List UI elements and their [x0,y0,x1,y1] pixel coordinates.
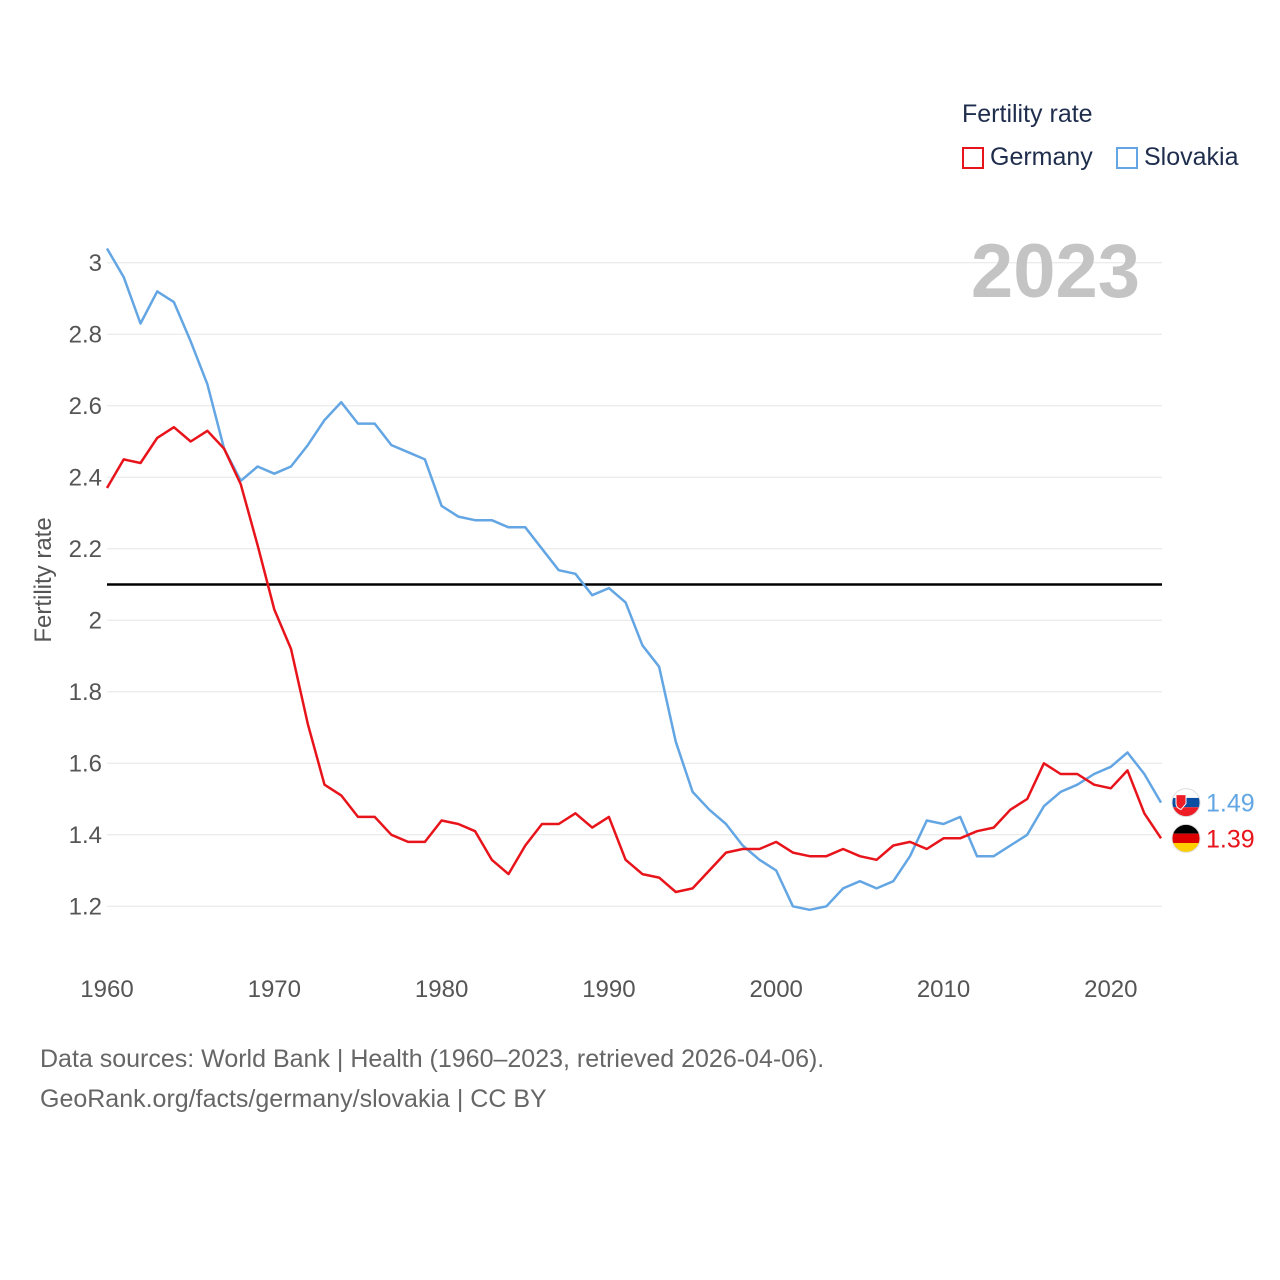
flag-icon-slovakia [1171,788,1201,818]
y-axis-label: Fertility rate [30,517,57,642]
legend-label-germany: Germany [990,143,1093,171]
y-tick-label: 2.2 [69,536,102,563]
y-tick-label: 1.4 [69,822,102,849]
x-tick-label: 2000 [750,976,803,1003]
x-tick-label: 1980 [415,976,468,1003]
y-axis-ticks: 1.2 1.4 1.6 1.8 2 2.2 2.4 2.6 2.8 3 [69,250,102,921]
source-link[interactable]: GeoRank.org/facts/germany/slovakia | CC … [40,1085,547,1113]
x-axis-ticks: 1960 1970 1980 1990 2000 2010 2020 [80,976,1137,1003]
series-line-slovakia [105,247,1163,912]
y-tick-label: 2 [89,607,102,634]
current-year-label: 2023 [970,229,1140,314]
y-tick-label: 2.6 [69,393,102,420]
end-markers: 1.39 1.49 [1171,788,1255,853]
legend-swatch-slovakia [1116,146,1138,169]
y-tick-label: 3 [89,250,102,277]
gridlines [107,262,1162,907]
end-value-label-slovakia: 1.49 [1206,790,1255,818]
legend-item-slovakia[interactable]: Slovakia [1116,143,1239,172]
y-tick-label: 2.4 [69,464,102,491]
x-tick-label: 1990 [582,976,635,1003]
x-tick-label: 2020 [1084,976,1137,1003]
y-tick-label: 1.6 [69,750,102,777]
source-line-1: Data sources: World Bank | Health (1960–… [40,1045,825,1073]
legend-item-germany[interactable]: Germany [962,143,1093,172]
y-tick-label: 2.8 [69,321,102,348]
end-value-label-germany: 1.39 [1206,825,1255,853]
x-tick-label: 2010 [917,976,970,1003]
flag-icon-germany [1171,823,1201,853]
x-tick-label: 1960 [80,976,133,1003]
y-tick-label: 1.8 [69,679,102,706]
legend-label-slovakia: Slovakia [1144,143,1239,171]
series-line-germany [105,425,1163,894]
legend-title: Fertility rate [962,100,1093,128]
series-group [105,247,1163,912]
x-tick-label: 1970 [248,976,301,1003]
y-tick-label: 1.2 [69,893,102,920]
legend-swatch-germany [962,146,984,169]
